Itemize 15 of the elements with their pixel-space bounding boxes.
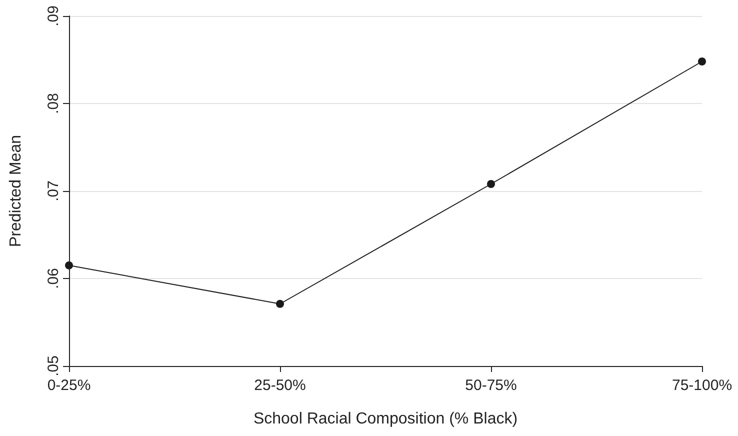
x-tick-label: 75-100%	[672, 377, 732, 394]
x-axis-title: School Racial Composition (% Black)	[253, 410, 518, 428]
point	[698, 58, 706, 66]
y-tick-label: .05	[45, 356, 62, 376]
point	[276, 300, 284, 308]
x-tick-label: 25-50%	[254, 377, 306, 394]
point	[487, 180, 495, 188]
y-axis-title: Predicted Mean	[8, 134, 24, 248]
y-tick-label: .09	[45, 6, 62, 26]
point	[65, 261, 73, 270]
x-tick-label: 0-25%	[47, 377, 91, 394]
x-tick-label: 50-75%	[465, 377, 517, 394]
y-tick-label: .06	[45, 268, 62, 289]
y-tick-label: .08	[45, 93, 62, 114]
y-tick-label: .07	[45, 180, 62, 202]
